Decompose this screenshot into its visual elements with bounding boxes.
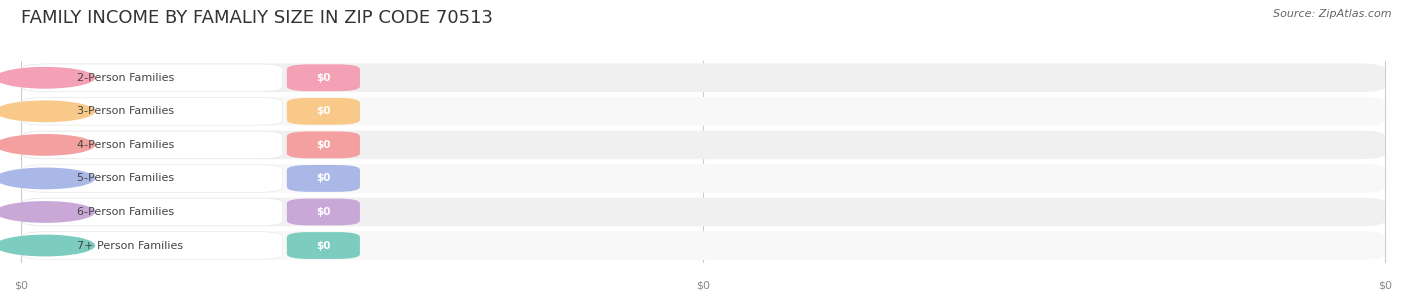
FancyBboxPatch shape <box>22 64 283 92</box>
Circle shape <box>0 134 96 156</box>
FancyBboxPatch shape <box>287 232 360 259</box>
Circle shape <box>0 167 96 189</box>
FancyBboxPatch shape <box>287 98 360 125</box>
Text: Source: ZipAtlas.com: Source: ZipAtlas.com <box>1274 9 1392 19</box>
Text: 4-Person Families: 4-Person Families <box>77 140 174 150</box>
Circle shape <box>0 201 96 223</box>
FancyBboxPatch shape <box>287 131 360 158</box>
Circle shape <box>0 100 96 122</box>
FancyBboxPatch shape <box>287 199 360 225</box>
Text: 3-Person Families: 3-Person Families <box>77 106 174 116</box>
Text: $0: $0 <box>696 281 710 291</box>
FancyBboxPatch shape <box>22 165 283 192</box>
FancyBboxPatch shape <box>22 98 283 125</box>
FancyBboxPatch shape <box>22 131 283 159</box>
FancyBboxPatch shape <box>21 63 1385 92</box>
FancyBboxPatch shape <box>22 232 283 259</box>
Text: 2-Person Families: 2-Person Families <box>77 73 174 83</box>
Text: $0: $0 <box>316 207 330 217</box>
FancyBboxPatch shape <box>21 198 1385 226</box>
Text: $0: $0 <box>316 140 330 150</box>
FancyBboxPatch shape <box>21 231 1385 260</box>
FancyBboxPatch shape <box>21 131 1385 159</box>
Text: $0: $0 <box>14 281 28 291</box>
Text: FAMILY INCOME BY FAMALIY SIZE IN ZIP CODE 70513: FAMILY INCOME BY FAMALIY SIZE IN ZIP COD… <box>21 9 494 27</box>
Text: $0: $0 <box>316 174 330 183</box>
FancyBboxPatch shape <box>287 64 360 91</box>
FancyBboxPatch shape <box>21 164 1385 193</box>
Text: $0: $0 <box>316 241 330 250</box>
Circle shape <box>0 67 96 89</box>
Text: $0: $0 <box>316 73 330 83</box>
FancyBboxPatch shape <box>287 165 360 192</box>
Text: 6-Person Families: 6-Person Families <box>77 207 174 217</box>
Text: $0: $0 <box>316 106 330 116</box>
Circle shape <box>0 235 96 257</box>
Text: $0: $0 <box>1378 281 1392 291</box>
FancyBboxPatch shape <box>21 97 1385 126</box>
FancyBboxPatch shape <box>22 198 283 226</box>
Text: 7+ Person Families: 7+ Person Families <box>77 241 183 250</box>
Text: 5-Person Families: 5-Person Families <box>77 174 174 183</box>
